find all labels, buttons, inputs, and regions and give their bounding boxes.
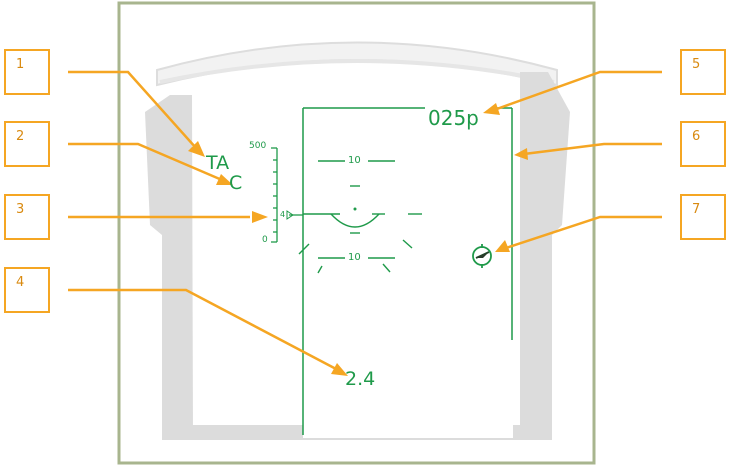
target-designator-icon: [472, 244, 492, 268]
range-scale-max: 500: [249, 141, 267, 151]
canopy-pillar-right: [520, 72, 570, 440]
leader-lines: [68, 70, 662, 372]
canopy-bow-inner: [159, 59, 555, 84]
callout-3: 3: [4, 194, 50, 240]
hud-glass: [303, 108, 513, 438]
callout-2-label: 2: [16, 129, 25, 144]
mode-label-ta: TA: [206, 152, 230, 174]
callout-1: 1: [4, 49, 50, 95]
range-readout: 2.4: [345, 368, 376, 390]
callout-7-label: 7: [692, 202, 701, 217]
callout-5: 5: [680, 49, 726, 95]
range-caret: [286, 210, 294, 220]
pitch-label-upper: 10: [348, 155, 361, 166]
callout-5-label: 5: [692, 57, 701, 72]
callout-3-label: 3: [16, 202, 25, 217]
callout-6-label: 6: [692, 129, 701, 144]
pitch-ladder: [298, 160, 422, 274]
range-scale-min: 0: [262, 235, 268, 245]
callout-1-label: 1: [16, 57, 25, 72]
canopy-pillar-left: [145, 95, 193, 440]
callout-6: 6: [680, 121, 726, 167]
range-scale: [271, 147, 303, 243]
callout-4: 4: [4, 267, 50, 313]
range-marker-value: 4: [280, 210, 286, 219]
callout-7: 7: [680, 194, 726, 240]
pitch-label-lower: 10: [348, 252, 361, 263]
callout-4-label: 4: [16, 275, 25, 290]
mode-label-c: C: [229, 172, 243, 194]
leader-arrowheads: [188, 103, 528, 376]
heading-readout: 025p: [428, 106, 479, 130]
callout-2: 2: [4, 121, 50, 167]
